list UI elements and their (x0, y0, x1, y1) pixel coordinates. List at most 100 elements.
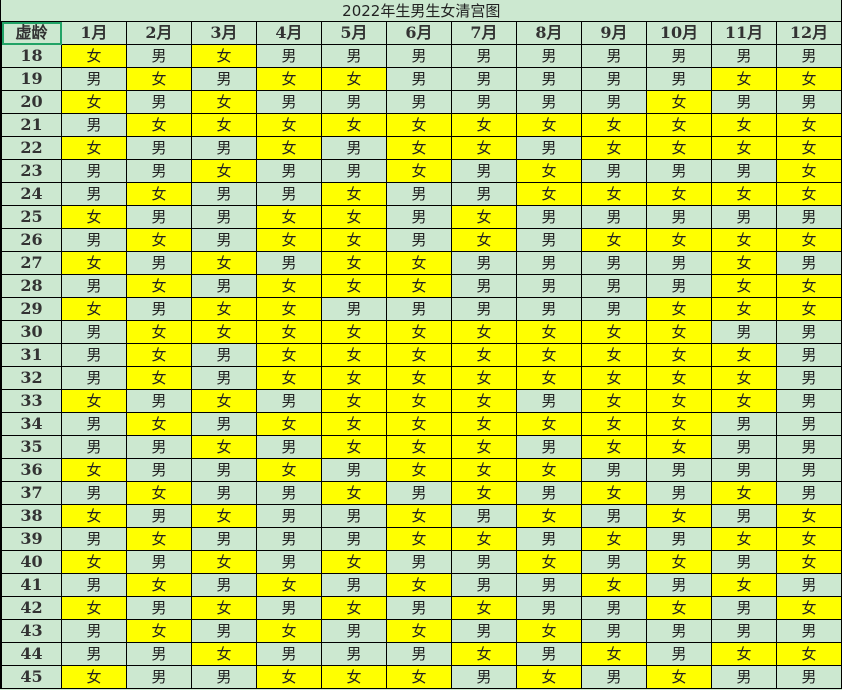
gender-cell[interactable]: 男 (516, 573, 582, 597)
age-cell[interactable]: 43 (1, 619, 62, 643)
month-header-cell[interactable]: 6月 (386, 21, 452, 45)
gender-cell[interactable]: 女 (321, 435, 387, 459)
age-cell[interactable]: 39 (1, 527, 62, 551)
gender-cell[interactable]: 男 (711, 504, 777, 528)
gender-cell[interactable]: 女 (321, 343, 387, 367)
gender-cell[interactable]: 女 (646, 320, 712, 344)
gender-cell[interactable]: 女 (126, 228, 192, 252)
gender-cell[interactable]: 男 (711, 159, 777, 183)
gender-cell[interactable]: 男 (581, 297, 647, 321)
gender-cell[interactable]: 男 (516, 228, 582, 252)
gender-cell[interactable]: 女 (191, 320, 257, 344)
gender-cell[interactable]: 男 (646, 67, 712, 91)
month-header-cell[interactable]: 4月 (256, 21, 322, 45)
gender-cell[interactable]: 男 (191, 205, 257, 229)
gender-cell[interactable]: 男 (711, 320, 777, 344)
gender-cell[interactable]: 女 (321, 550, 387, 574)
gender-cell[interactable]: 男 (321, 619, 387, 643)
gender-cell[interactable]: 女 (776, 159, 842, 183)
gender-cell[interactable]: 男 (581, 550, 647, 574)
gender-cell[interactable]: 女 (126, 113, 192, 137)
age-cell[interactable]: 24 (1, 182, 62, 206)
gender-cell[interactable]: 女 (646, 182, 712, 206)
gender-cell[interactable]: 女 (191, 642, 257, 666)
gender-cell[interactable]: 男 (451, 67, 517, 91)
gender-cell[interactable]: 女 (516, 412, 582, 436)
gender-cell[interactable]: 男 (711, 596, 777, 620)
age-cell[interactable]: 40 (1, 550, 62, 574)
gender-cell[interactable]: 男 (581, 205, 647, 229)
gender-cell[interactable]: 女 (321, 596, 387, 620)
gender-cell[interactable]: 男 (386, 550, 452, 574)
gender-cell[interactable]: 男 (321, 642, 387, 666)
gender-cell[interactable]: 女 (711, 389, 777, 413)
gender-cell[interactable]: 男 (321, 573, 387, 597)
gender-cell[interactable]: 男 (516, 274, 582, 298)
gender-cell[interactable]: 男 (516, 435, 582, 459)
gender-cell[interactable]: 男 (126, 205, 192, 229)
gender-cell[interactable]: 女 (711, 642, 777, 666)
age-cell[interactable]: 37 (1, 481, 62, 505)
gender-cell[interactable]: 女 (451, 435, 517, 459)
gender-cell[interactable]: 男 (646, 527, 712, 551)
gender-cell[interactable]: 女 (581, 113, 647, 137)
gender-cell[interactable]: 女 (386, 136, 452, 160)
gender-cell[interactable]: 女 (581, 412, 647, 436)
gender-cell[interactable]: 男 (776, 90, 842, 114)
gender-cell[interactable]: 女 (776, 228, 842, 252)
age-cell[interactable]: 42 (1, 596, 62, 620)
gender-cell[interactable]: 男 (581, 44, 647, 68)
age-cell[interactable]: 36 (1, 458, 62, 482)
gender-cell[interactable]: 男 (451, 550, 517, 574)
gender-cell[interactable]: 女 (386, 573, 452, 597)
gender-cell[interactable]: 女 (256, 665, 322, 689)
gender-cell[interactable]: 女 (61, 458, 127, 482)
gender-cell[interactable]: 男 (711, 619, 777, 643)
gender-cell[interactable]: 女 (581, 481, 647, 505)
gender-cell[interactable]: 男 (321, 90, 387, 114)
gender-cell[interactable]: 女 (321, 205, 387, 229)
gender-cell[interactable]: 女 (191, 596, 257, 620)
gender-cell[interactable]: 男 (126, 389, 192, 413)
gender-cell[interactable]: 女 (386, 665, 452, 689)
age-cell[interactable]: 20 (1, 90, 62, 114)
age-cell[interactable]: 25 (1, 205, 62, 229)
gender-cell[interactable]: 女 (386, 435, 452, 459)
gender-cell[interactable]: 男 (776, 412, 842, 436)
age-cell[interactable]: 33 (1, 389, 62, 413)
gender-cell[interactable]: 女 (256, 67, 322, 91)
gender-cell[interactable]: 女 (711, 274, 777, 298)
gender-cell[interactable]: 男 (256, 642, 322, 666)
gender-cell[interactable]: 男 (191, 228, 257, 252)
gender-cell[interactable]: 男 (581, 665, 647, 689)
gender-cell[interactable]: 女 (61, 251, 127, 275)
gender-cell[interactable]: 女 (386, 389, 452, 413)
gender-cell[interactable]: 男 (126, 44, 192, 68)
gender-cell[interactable]: 女 (191, 550, 257, 574)
gender-cell[interactable]: 男 (256, 44, 322, 68)
gender-cell[interactable]: 女 (451, 343, 517, 367)
gender-cell[interactable]: 女 (321, 366, 387, 390)
gender-cell[interactable]: 男 (711, 458, 777, 482)
gender-cell[interactable]: 男 (191, 665, 257, 689)
gender-cell[interactable]: 女 (191, 297, 257, 321)
gender-cell[interactable]: 女 (776, 274, 842, 298)
gender-cell[interactable]: 男 (386, 182, 452, 206)
gender-cell[interactable]: 女 (646, 366, 712, 390)
gender-cell[interactable]: 女 (646, 228, 712, 252)
gender-cell[interactable]: 男 (126, 251, 192, 275)
gender-cell[interactable]: 男 (61, 320, 127, 344)
gender-cell[interactable]: 女 (321, 182, 387, 206)
gender-cell[interactable]: 女 (646, 665, 712, 689)
gender-cell[interactable]: 女 (256, 366, 322, 390)
gender-cell[interactable]: 女 (451, 320, 517, 344)
gender-cell[interactable]: 男 (191, 481, 257, 505)
age-cell[interactable]: 34 (1, 412, 62, 436)
corner-header-cell[interactable]: 虚龄 (1, 21, 62, 45)
gender-cell[interactable]: 男 (61, 642, 127, 666)
gender-cell[interactable]: 女 (581, 527, 647, 551)
gender-cell[interactable]: 男 (646, 642, 712, 666)
gender-cell[interactable]: 男 (386, 596, 452, 620)
gender-cell[interactable]: 女 (126, 366, 192, 390)
month-header-cell[interactable]: 1月 (61, 21, 127, 45)
